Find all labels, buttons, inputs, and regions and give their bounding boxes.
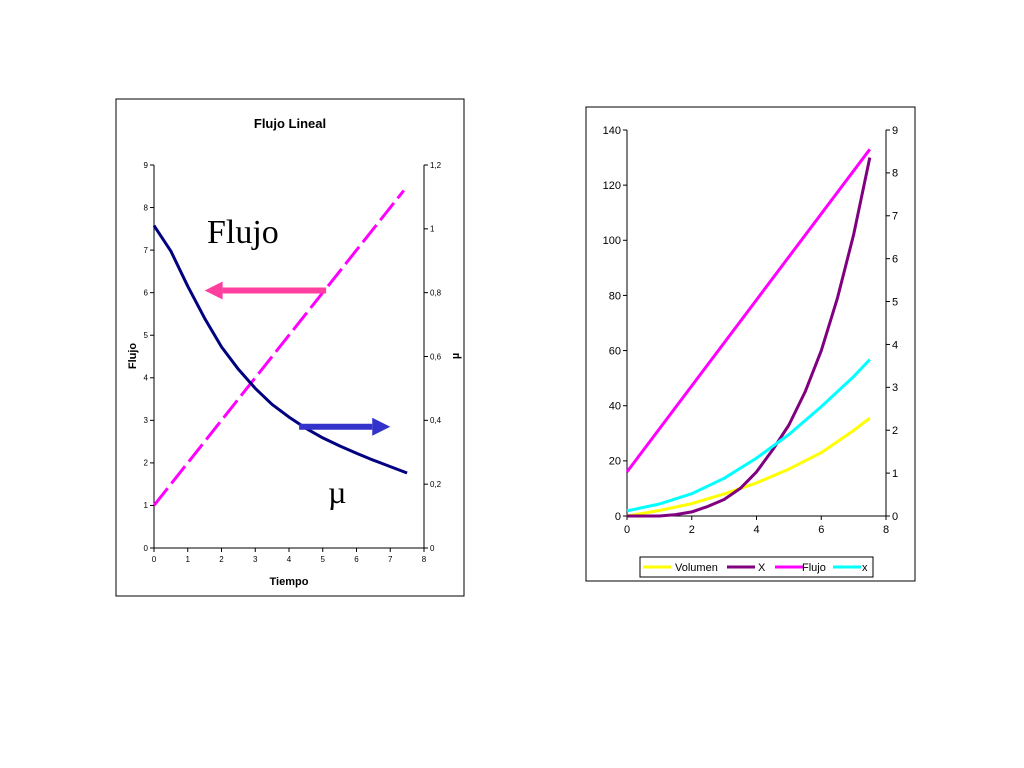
legend-label-x: X <box>758 562 766 574</box>
left-chart-frame <box>115 98 465 597</box>
series-line-x <box>627 157 872 518</box>
y2-tick-label: 6 <box>892 254 898 266</box>
y-tick-label: 2 <box>144 459 149 468</box>
y2-tick-label: 0,8 <box>430 288 442 297</box>
x-tick-label: 0 <box>152 555 157 564</box>
x-tick-label: 4 <box>287 555 292 564</box>
x-tick-label: 8 <box>883 524 889 536</box>
left-chart-xlabel: Tiempo <box>270 576 309 588</box>
x-tick-label: 2 <box>689 524 695 536</box>
y-tick-label: 3 <box>144 416 149 425</box>
y-tick-label: 4 <box>144 374 149 383</box>
x-tick-label: 4 <box>753 524 759 536</box>
y2-tick-label: 0,4 <box>430 416 442 425</box>
y2-tick-label: 5 <box>892 296 898 308</box>
y-tick-label: 100 <box>603 235 621 247</box>
y2-tick-label: 1 <box>892 468 898 480</box>
y-tick-label: 0 <box>615 511 621 523</box>
series-line-0 <box>152 189 405 507</box>
y-tick-label: 0 <box>144 544 149 553</box>
x-tick-label: 5 <box>321 555 326 564</box>
right-legend-items: Volumen X Flujo x <box>643 562 868 574</box>
y2-tick-label: 1 <box>430 225 435 234</box>
series-line-volumen <box>626 416 871 518</box>
y-tick-label: 20 <box>609 456 621 468</box>
right-chart-frame <box>585 106 916 582</box>
y2-tick-label: 7 <box>892 211 898 223</box>
annotation-mu: µ <box>328 474 346 510</box>
x-tick-label: 6 <box>818 524 824 536</box>
y2-tick-label: 0,6 <box>430 352 442 361</box>
x-tick-label: 0 <box>624 524 630 536</box>
y-tick-label: 60 <box>609 345 621 357</box>
y-tick-label: 5 <box>144 331 149 340</box>
y2-tick-label: 3 <box>892 382 898 394</box>
series-line-1 <box>152 224 408 475</box>
left-chart-ylabel: Flujo <box>127 343 139 370</box>
arrow-head-right <box>372 417 391 436</box>
y-tick-label: 8 <box>144 203 149 212</box>
y2-tick-label: 0 <box>892 511 898 523</box>
x-tick-label: 3 <box>253 555 258 564</box>
y-tick-label: 80 <box>609 290 621 302</box>
legend-label-volumen: Volumen <box>675 562 718 574</box>
legend-label-flujo: Flujo <box>802 562 826 574</box>
legend-label-x: x <box>862 562 868 574</box>
arrow-head-left <box>204 281 223 300</box>
annotation-flujo: Flujo <box>207 214 279 251</box>
y2-tick-label: 0 <box>430 544 435 553</box>
x-tick-label: 7 <box>388 555 393 564</box>
left-chart-title: Flujo Lineal <box>254 116 326 131</box>
y2-tick-label: 2 <box>892 425 898 437</box>
series-line-x <box>626 358 871 513</box>
y-tick-label: 9 <box>144 161 149 170</box>
y-tick-label: 140 <box>603 125 621 137</box>
x-tick-label: 1 <box>186 555 191 564</box>
y2-tick-label: 8 <box>892 168 898 180</box>
y2-tick-label: 4 <box>892 339 898 351</box>
y-tick-label: 120 <box>603 180 621 192</box>
y2-tick-label: 0,2 <box>430 480 442 489</box>
y-tick-label: 7 <box>144 246 149 255</box>
x-tick-label: 8 <box>422 555 427 564</box>
y2-tick-label: 9 <box>892 125 898 137</box>
x-tick-label: 6 <box>354 555 359 564</box>
y2-tick-label: 1,2 <box>430 161 442 170</box>
series-line-flujo <box>625 148 871 473</box>
x-tick-label: 2 <box>219 555 224 564</box>
right-chart-legend <box>639 556 874 578</box>
y-tick-label: 40 <box>609 401 621 413</box>
y-tick-label: 6 <box>144 288 149 297</box>
left-chart-y2label: µ <box>450 353 462 359</box>
y-tick-label: 1 <box>144 501 149 510</box>
